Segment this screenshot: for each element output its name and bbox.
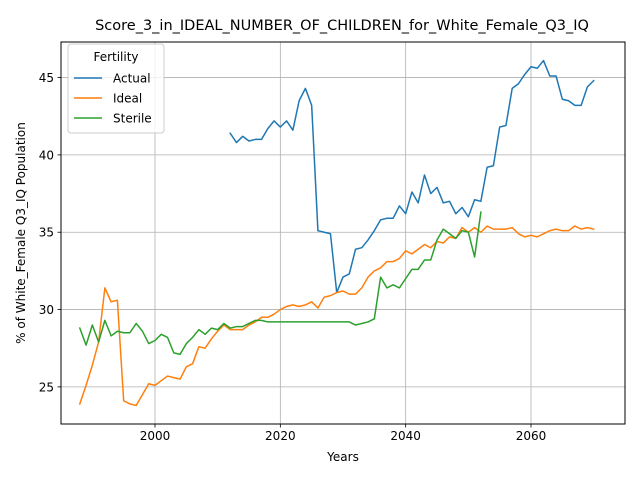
grid-lines — [61, 42, 625, 424]
legend: Fertility Actual Ideal Sterile — [67, 43, 165, 134]
chart-title: Score_3_in_IDEAL_NUMBER_OF_CHILDREN_for_… — [95, 18, 589, 34]
legend-items: Actual Ideal Sterile — [74, 72, 152, 126]
plot-area-frame — [60, 41, 626, 425]
y-axis-label: % of White_Female Q3_IQ Population — [14, 122, 28, 344]
y-axis-ticks: 25 30 35 40 45 — [39, 71, 61, 394]
y-tick-label: 45 — [39, 71, 54, 85]
x-axis-ticks: 2000 2020 2040 2060 — [140, 424, 547, 443]
series-line-actual — [229, 59, 595, 294]
y-tick-label: 25 — [39, 380, 54, 394]
legend-label-sterile: Sterile — [113, 112, 152, 126]
legend-title: Fertility — [93, 50, 138, 64]
x-tick-label: 2020 — [265, 429, 296, 443]
series-line-ideal — [78, 225, 595, 407]
x-tick-label: 2040 — [390, 429, 421, 443]
legend-box — [67, 43, 165, 134]
series-lines — [78, 59, 595, 407]
x-tick-label: 2060 — [516, 429, 547, 443]
x-tick-label: 2000 — [140, 429, 171, 443]
y-tick-label: 40 — [39, 148, 54, 162]
y-tick-label: 35 — [39, 226, 54, 240]
series-line-sterile — [78, 211, 482, 356]
y-tick-label: 30 — [39, 303, 54, 317]
legend-label-actual: Actual — [113, 72, 151, 86]
legend-label-ideal: Ideal — [113, 92, 142, 106]
x-axis-label: Years — [326, 450, 359, 464]
